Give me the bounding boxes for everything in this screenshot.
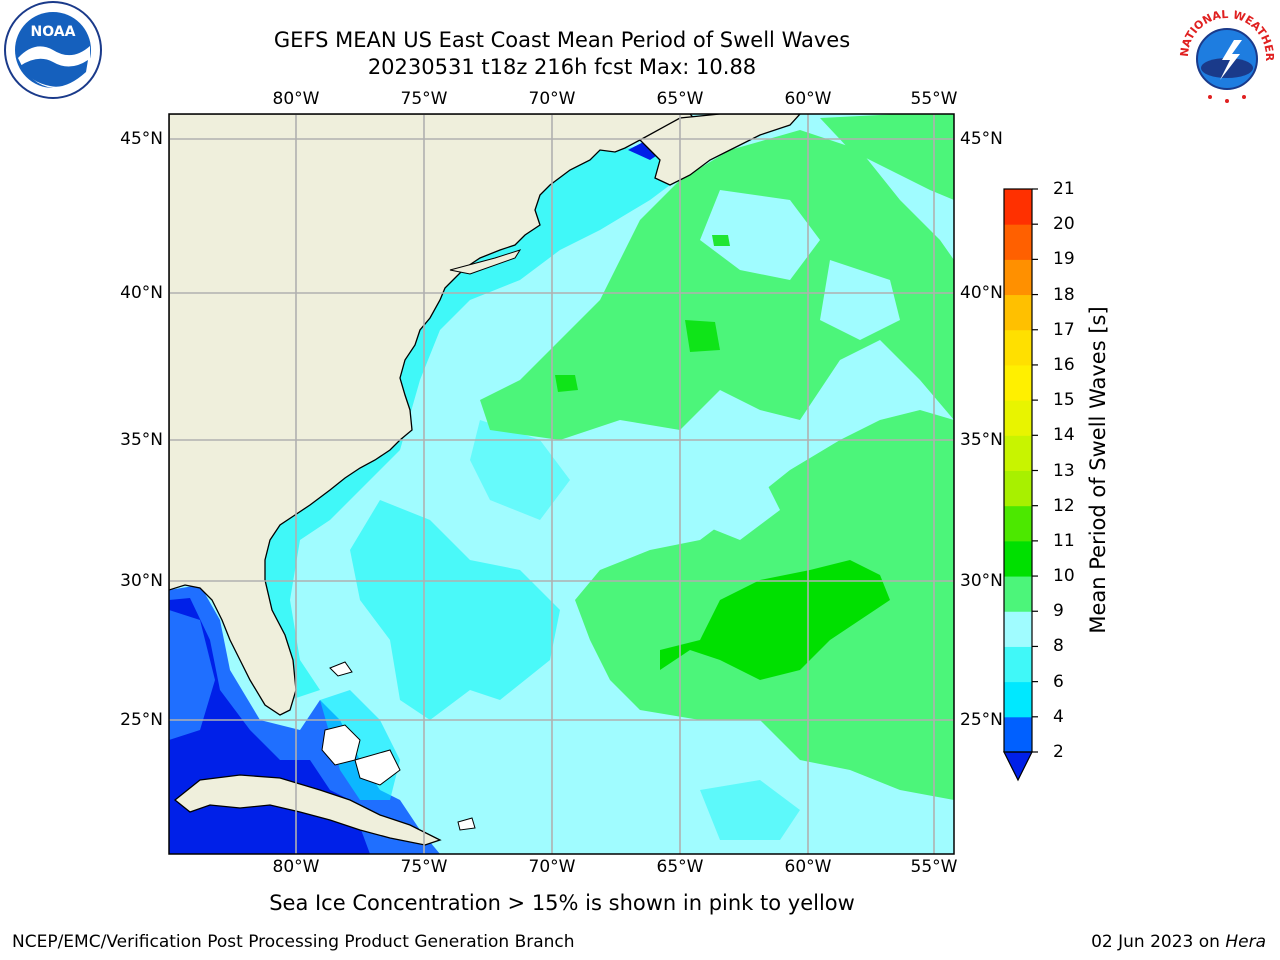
- lat-label-left: 25°N: [120, 710, 163, 730]
- band-9-10-north: [480, 130, 954, 440]
- lat-label-right: 35°N: [960, 430, 1003, 450]
- chart-subtitle: 20230531 t18z 216h fcst Max: 10.88: [367, 55, 757, 79]
- lon-label-top: 75°W: [400, 89, 448, 109]
- band-9-south-hole: [690, 460, 780, 540]
- colorbar-tick-label: 11: [1053, 530, 1075, 551]
- band-10-11-patch-c: [712, 235, 730, 246]
- band-2-4-gulf-inner: [169, 610, 215, 740]
- noaa-logo-text: NOAA: [31, 24, 76, 40]
- lon-label-bottom: 60°W: [784, 857, 832, 877]
- lon-label-bottom: 65°W: [656, 857, 704, 877]
- lon-label-top: 70°W: [528, 89, 576, 109]
- band-10-11-patch-a: [685, 320, 720, 352]
- lat-label-right: 45°N: [960, 129, 1003, 149]
- lon-label-bottom: 55°W: [910, 857, 958, 877]
- lat-label-right: 25°N: [960, 710, 1003, 730]
- colorbar-tick-label: 13: [1053, 460, 1075, 481]
- colorbar-tick-label: 6: [1053, 671, 1064, 692]
- colorbar-tick-label: 12: [1053, 495, 1075, 516]
- lon-label-top: 80°W: [272, 89, 320, 109]
- colorbar-tick-label: 14: [1053, 425, 1075, 446]
- lon-label-top: 65°W: [656, 89, 704, 109]
- land-north-america: [169, 114, 702, 716]
- land-bahamas-2: [354, 749, 401, 786]
- land-grand-bahama: [329, 661, 353, 677]
- run-date: 02 Jun 2023 on Hera: [1091, 932, 1266, 952]
- colorbar-tick-label: 20: [1053, 214, 1075, 235]
- lat-label-left: 40°N: [120, 283, 163, 303]
- credit-text: NCEP/EMC/Verification Post Processing Pr…: [12, 932, 575, 952]
- band-10-11-south: [660, 560, 890, 680]
- colorbar-tick-label: 18: [1053, 284, 1075, 305]
- lon-label-bottom: 80°W: [272, 857, 320, 877]
- colorbar-tick-label: 9: [1053, 601, 1064, 622]
- land-hispaniola: [457, 817, 476, 831]
- machine-name: Hera: [1225, 932, 1266, 952]
- lon-label-bottom: 70°W: [528, 857, 576, 877]
- lon-label-top: 55°W: [910, 89, 958, 109]
- land-long-island: [449, 249, 522, 275]
- run-date-text: 02 Jun 2023 on: [1091, 932, 1220, 952]
- lat-label-left: 45°N: [120, 129, 163, 149]
- graticule: [169, 114, 954, 854]
- noaa-logo: NOAA: [4, 1, 102, 99]
- band-9-north-hole: [700, 190, 820, 280]
- nws-logo: NATIONAL WEATHER SERVICE: [1172, 2, 1277, 107]
- colorbar-tick-label: 2: [1053, 742, 1064, 762]
- band-9-10-northeast: [820, 114, 954, 200]
- lat-label-right: 30°N: [960, 571, 1003, 591]
- colorbar-tick-label: 15: [1053, 390, 1075, 411]
- lat-label-right: 40°N: [960, 283, 1003, 303]
- lon-label-top: 60°W: [784, 89, 832, 109]
- colorbar-tick-label: 19: [1053, 249, 1075, 270]
- chart-title: GEFS MEAN US East Coast Mean Period of S…: [273, 28, 851, 52]
- colorbar-title: Mean Period of Swell Waves [s]: [1086, 306, 1110, 634]
- lon-label-bottom: 75°W: [400, 857, 448, 877]
- colorbar-tick-label: 21: [1053, 179, 1075, 199]
- band-6-8-east: [700, 780, 800, 840]
- colorbar-tick-label: 17: [1053, 319, 1075, 340]
- colorbar-tick-label: 10: [1053, 566, 1075, 587]
- colorbar-tick-label: 4: [1053, 706, 1064, 727]
- lat-label-left: 30°N: [120, 571, 163, 591]
- band-10-11-patch-b: [555, 375, 578, 392]
- sea-ice-footnote: Sea Ice Concentration > 15% is shown in …: [269, 891, 855, 915]
- colorbar-tick-label: 16: [1053, 354, 1075, 375]
- colorbar-tick-label: 8: [1053, 636, 1064, 657]
- map-frame: [168, 113, 955, 855]
- band-9-north-hole2: [820, 260, 900, 340]
- lat-label-left: 35°N: [120, 430, 163, 450]
- band-6-8-patch: [470, 420, 570, 520]
- band-6-8-south: [350, 500, 560, 720]
- land-cuba: [173, 774, 442, 846]
